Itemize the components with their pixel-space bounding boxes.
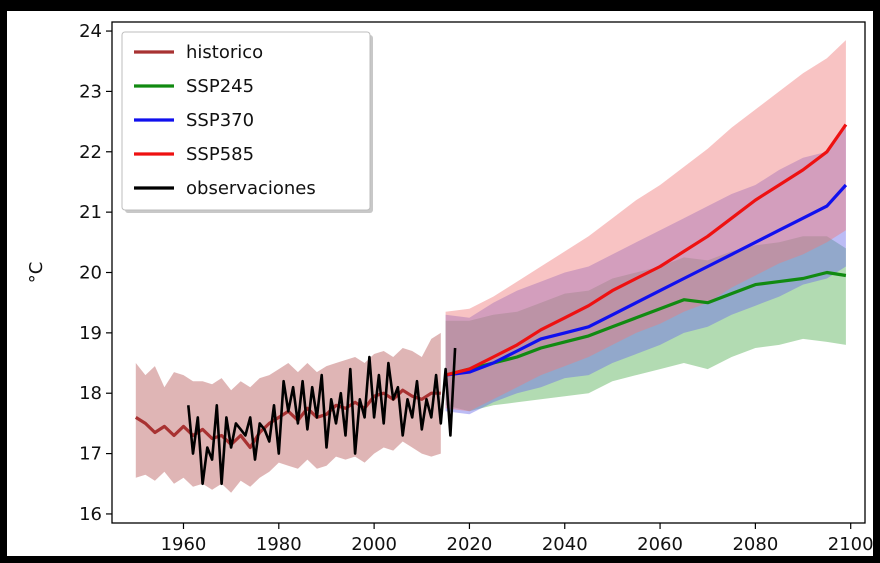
y-tick-label: 16 [79,504,102,525]
y-tick-label: 22 [79,142,102,163]
x-tick-label: 1960 [161,534,207,555]
line-ssp585 [445,123,848,377]
y-tick-label: 20 [79,263,102,284]
y-tick-label: 18 [79,383,102,404]
legend-box [121,31,371,211]
legend-label-ssp585: SSP585 [186,144,254,165]
legend: historico SSP245 SSP370 SSP585 observaciones [121,31,373,213]
x-tick-label: 2080 [732,534,778,555]
band-ssp245 [445,236,846,412]
legend-label-historico: historico [186,42,263,63]
band-ssp370 [445,127,846,415]
legend-label-ssp245: SSP245 [186,76,254,97]
x-tick-label: 2020 [447,534,493,555]
y-axis-label: °C [26,262,47,284]
x-tick-label: 2100 [828,534,874,555]
line-ssp245 [445,270,847,377]
line-observaciones [187,347,457,486]
y-axis-ticks: 16 17 18 19 20 21 22 23 24 [79,21,112,525]
y-tick-label: 23 [79,81,102,102]
x-tick-label: 2060 [637,534,683,555]
y-tick-label: 19 [79,323,102,344]
legend-label-ssp370: SSP370 [186,110,254,131]
legend-label-observaciones: observaciones [186,178,316,199]
x-tick-label: 1980 [256,534,302,555]
y-tick-label: 21 [79,202,102,223]
y-tick-label: 24 [79,21,102,42]
y-tick-label: 17 [79,444,102,465]
band-ssp585 [445,40,846,412]
x-tick-label: 2000 [351,534,397,555]
x-tick-label: 2040 [542,534,588,555]
x-axis-ticks: 1960 1980 2000 2020 2040 2060 2080 2100 [161,523,874,555]
series-lines [134,123,848,486]
line-ssp370 [445,183,848,377]
